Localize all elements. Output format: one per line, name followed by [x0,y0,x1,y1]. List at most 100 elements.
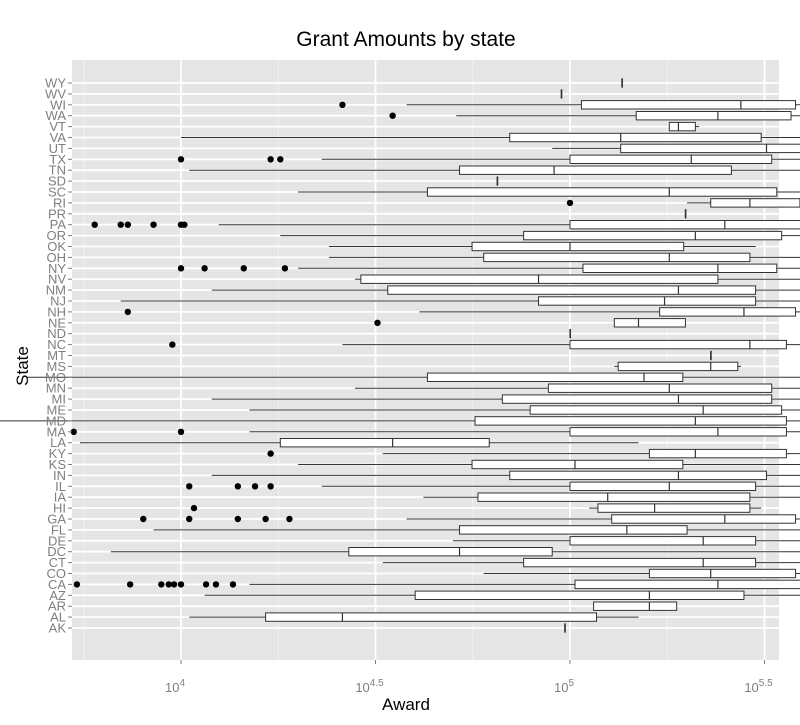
box [360,274,719,284]
y-tick-label: KS [49,457,67,472]
y-tick-label: OH [47,250,67,265]
x-tick-label: 105 [554,678,574,695]
box [471,459,684,470]
y-tick-label: NJ [50,294,66,309]
outlier-point [165,581,172,588]
box [569,154,773,165]
box [426,187,778,197]
y-tick-label: VT [49,119,66,134]
y-tick-label: MS [47,359,67,374]
box [569,427,787,437]
outlier-point [177,265,185,272]
outlier-point [234,483,242,490]
box [509,470,768,481]
y-tick-label: DE [48,533,66,548]
x-axis-title: Award [382,695,430,714]
box [648,568,797,579]
box [635,111,792,121]
y-tick-label: LA [50,435,66,450]
box [348,547,553,557]
outlier-point [240,265,247,272]
outlier-point [91,221,98,228]
chart-title: Grant Amounts by state [296,28,515,51]
y-tick-label: HI [53,501,66,516]
box [569,339,787,350]
box [620,143,800,154]
outlier-point [124,221,132,228]
box [580,100,797,110]
outlier-point [374,319,381,326]
y-tick-label: KY [49,446,67,461]
box [414,590,745,600]
y-tick-label: IL [55,479,66,494]
y-tick-label: WA [46,108,67,123]
outlier-point [73,581,81,588]
outlier-point [277,156,284,163]
y-tick-label: OK [47,239,66,254]
box [574,579,800,590]
box [279,438,490,448]
y-tick-label: ND [47,326,66,341]
outlier-point [140,515,147,523]
box [582,263,778,274]
box [659,307,797,317]
outlier-point [202,581,210,588]
box [501,394,773,404]
y-tick-label: CT [49,555,66,570]
y-axis-title: State [13,346,32,386]
x-tick-label: 104 [165,678,185,695]
outlier-point [212,581,220,588]
box [648,448,787,459]
y-tick-label: AL [50,610,66,625]
y-tick-label: TX [49,152,66,167]
outlier-points [70,101,574,588]
x-tick-label: 105.5 [744,678,773,695]
outlier-point [169,341,176,348]
outlier-point [186,515,193,523]
box [710,198,800,208]
box [617,361,739,372]
outlier-point [267,483,274,490]
y-tick-label: SC [48,185,66,200]
box [569,536,757,546]
y-tick-label: NM [46,283,66,298]
y-tick-label: PR [48,206,66,221]
y-tick-label: MN [46,381,66,396]
y-tick-label: CA [48,577,66,592]
box [474,416,787,426]
box-series [0,78,800,633]
y-tick-label: IA [54,490,67,505]
outlier-point [181,221,188,228]
y-tick-label: GA [47,512,66,527]
outlier-point [177,156,185,163]
outlier-point [150,221,157,228]
y-tick-label: FL [51,522,66,537]
y-tick-label: AR [48,599,66,614]
outlier-point [286,515,293,523]
outlier-point [177,428,185,435]
x-tick-label: 104.5 [355,678,384,695]
y-tick-label: MI [52,392,66,407]
y-tick-label: NY [48,261,66,276]
y-tick-label: OR [47,228,67,243]
outlier-point [117,221,124,228]
box [547,383,773,393]
box [593,601,678,611]
y-tick-label: NC [47,337,66,352]
outlier-point [262,515,269,523]
outlier-point [389,112,396,119]
y-tick-label: AK [49,621,67,636]
y-tick-label: NE [48,315,66,330]
y-tick-label: DC [47,544,66,559]
box [477,492,751,502]
box [569,481,757,492]
box [471,241,685,252]
outlier-point [126,581,134,588]
box [613,318,686,328]
outlier-point [158,581,165,588]
y-tick-label: NH [47,304,66,319]
y-tick-label: WV [45,86,66,101]
box [426,372,684,383]
outlier-point [70,428,77,435]
